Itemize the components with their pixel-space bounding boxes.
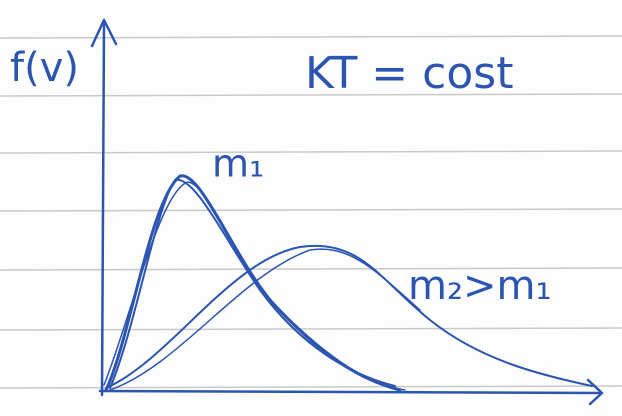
- x-arrow: [586, 378, 604, 406]
- curve-m1: [103, 174, 406, 392]
- curve: [109, 248, 421, 391]
- curve: [105, 244, 593, 389]
- y-arrow: [90, 18, 118, 48]
- curve: [109, 178, 396, 389]
- x-axis: [98, 389, 602, 395]
- curve: [103, 181, 406, 391]
- condition-label: KT = cost: [305, 48, 513, 99]
- curve-label: m₁: [212, 142, 264, 186]
- y-axis-label: f(v): [10, 45, 79, 91]
- curve-m2: [105, 244, 593, 391]
- curve-label: m₂>m₁: [408, 263, 552, 309]
- axes: [90, 18, 604, 406]
- y-axis: [100, 20, 106, 397]
